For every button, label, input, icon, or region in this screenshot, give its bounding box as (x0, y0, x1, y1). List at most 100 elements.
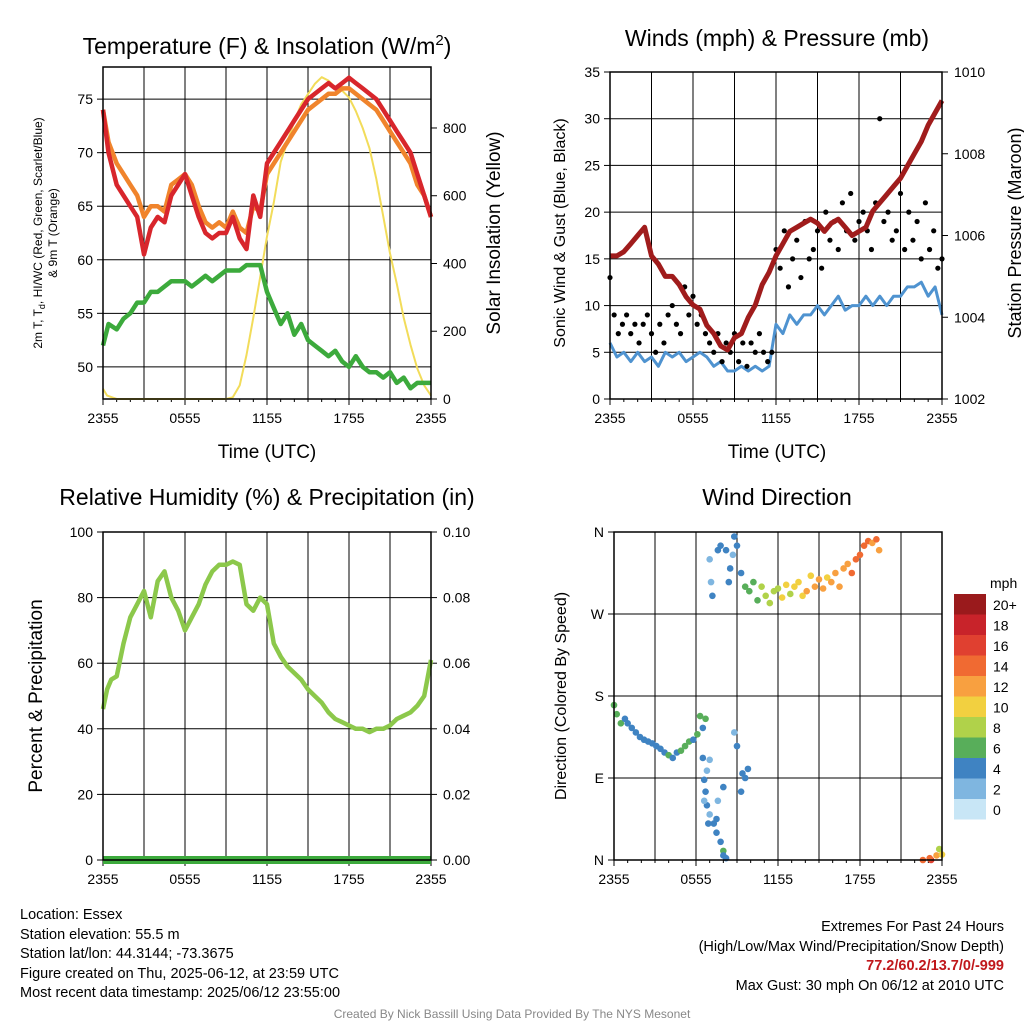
colorbar-title: mph (990, 575, 1017, 591)
direction-point (933, 852, 940, 859)
x-axis-label: Time (UTC) (728, 442, 827, 463)
gust-point (702, 331, 709, 337)
gust-point (632, 321, 638, 327)
x-tick-label: 0555 (680, 871, 711, 887)
direction-point (706, 756, 713, 764)
y-tick-label: 70 (77, 145, 93, 161)
humidity-precipitation-chart: 0 20 40 60 80 100 0.00 0.02 0.04 0.06 0.08 0.10 2355… (26, 484, 475, 887)
y-tick-label: 30 (584, 111, 600, 127)
gust-point (765, 359, 771, 365)
direction-point (713, 815, 720, 823)
y2-axis-label: Station Pressure (Maroon) (1005, 127, 1024, 338)
gust-point (926, 246, 933, 253)
direction-point (758, 583, 765, 590)
gust-point (686, 312, 692, 318)
station-location: Location: Essex (20, 907, 123, 923)
x-tick-label: 2355 (87, 871, 118, 887)
gust-point (839, 200, 846, 206)
y2-tick-label: 200 (443, 323, 467, 339)
direction-point (694, 730, 701, 738)
x-tick-label: 1155 (252, 871, 282, 887)
gust-point (756, 331, 763, 337)
gust-point (736, 359, 742, 365)
direction-point (699, 724, 707, 732)
direction-point (699, 754, 707, 762)
colorbar-label: 8 (993, 720, 1001, 736)
colorbar-label: 14 (993, 659, 1009, 675)
y-tick-label: 5 (592, 344, 600, 360)
x-tick-label: 1155 (252, 410, 282, 426)
gust-point (798, 274, 804, 281)
y2-tick-label: 800 (443, 120, 467, 136)
y2-tick-label: 0.02 (443, 786, 470, 802)
gust-point (906, 209, 912, 215)
gust-point (785, 284, 792, 290)
y-tick-label: 0 (85, 852, 93, 868)
gust-point (902, 246, 908, 253)
direction-point (720, 783, 727, 791)
direction-point (628, 724, 636, 732)
credit-line: Created By Nick Bassill Using Data Provi… (333, 1007, 691, 1021)
colorbar-swatch (954, 799, 986, 820)
direction-point (744, 765, 752, 773)
extremes-subtitle: (High/Low/Max Wind/Precipitation/Snow De… (698, 938, 1004, 955)
y2-axis-label: Solar Insolation (Yellow) (484, 131, 505, 334)
colorbar-label: 12 (993, 679, 1009, 695)
gust-point (723, 340, 729, 346)
direction-point (795, 578, 802, 586)
temperature-insolation-chart: 50 55 60 65 70 75 0 200 400 600 800 2355 0555 1155 175… (31, 32, 505, 463)
direction-point (696, 712, 704, 720)
y2-tick-label: 1002 (954, 391, 985, 407)
direction-point (705, 820, 712, 827)
gust-point (781, 228, 787, 234)
direction-point (709, 592, 716, 600)
gust-point (624, 312, 630, 318)
x-tick-label: 2355 (594, 410, 625, 426)
colorbar-label: 18 (993, 618, 1009, 634)
direction-point (733, 542, 741, 549)
direction-point (689, 736, 697, 744)
recent-timestamp: Most recent data timestamp: 2025/06/12 2… (20, 985, 341, 1001)
series-line-wind (608, 280, 944, 373)
direction-point (722, 546, 730, 554)
direction-point (706, 556, 713, 563)
direction-point (702, 715, 709, 723)
y-tick-label: 75 (77, 91, 93, 107)
gust-point (665, 312, 671, 318)
series-line-pressure (610, 99, 945, 353)
colorbar-swatch (954, 676, 986, 697)
direction-point (700, 797, 708, 805)
gust-point (819, 265, 825, 271)
plot-border (102, 531, 432, 861)
direction-point (856, 551, 864, 559)
gust-point (931, 228, 937, 234)
y-tick-label: 20 (584, 204, 600, 220)
x-tick-label: 1755 (843, 410, 874, 426)
direction-point (935, 845, 943, 853)
x-tick-label: 2355 (87, 410, 118, 426)
y2-tick-label: 0.10 (443, 524, 470, 540)
y2-tick-label: 0.04 (443, 721, 470, 737)
gust-point (910, 237, 916, 243)
direction-point (754, 597, 761, 604)
direction-point (703, 767, 711, 775)
gust-point (748, 340, 754, 346)
plot-border (613, 531, 943, 861)
x-axis-label: Time (UTC) (218, 442, 317, 463)
gust-point (769, 349, 775, 355)
gust-point (640, 321, 646, 327)
direction-point (873, 535, 880, 543)
y-tick-label: 50 (77, 359, 93, 375)
colorbar-label: 2 (993, 782, 1001, 798)
gust-point (744, 363, 750, 369)
gust-point (860, 209, 866, 215)
gust-point (806, 256, 812, 262)
y2-tick-label: 0 (443, 391, 451, 407)
direction-point (706, 811, 713, 818)
direction-point (717, 542, 724, 549)
y2-tick-label: 1010 (954, 64, 985, 80)
gust-point (852, 237, 858, 243)
direction-point (844, 560, 851, 568)
y-tick-label: 35 (584, 64, 600, 80)
y-tick-label: 20 (77, 786, 93, 802)
